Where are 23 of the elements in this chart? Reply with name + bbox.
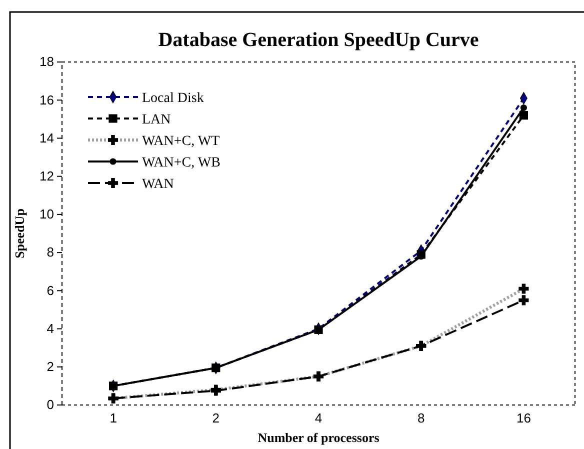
legend-label: WAN [142,177,174,192]
legend-label: WAN+C, WB [142,156,220,170]
legend-label: Local Disk [142,91,204,106]
y-tick-label: 4 [46,320,54,336]
x-tick-label: 16 [516,410,531,426]
y-tick-label: 8 [46,244,54,260]
chart-title: Database Generation SpeedUp Curve [158,29,479,51]
x-tick-label: 4 [314,410,322,426]
y-tick-label: 14 [40,130,54,146]
legend-label: WAN+C, WT [142,134,220,149]
x-tick-label: 8 [417,410,425,426]
x-tick-label: 2 [212,410,220,426]
y-tick-label: 0 [46,397,54,412]
y-tick-label: 6 [46,282,54,298]
y-tick-label: 10 [40,206,54,222]
legend-label: LAN [142,112,171,128]
x-axis-title: Number of processors [258,430,380,445]
y-tick-label: 12 [40,168,54,184]
y-tick-label: 16 [40,92,54,108]
y-tick-label: 18 [40,54,54,70]
x-tick-label: 1 [110,410,117,426]
y-axis-title: SpeedUp [12,208,27,258]
y-tick-label: 2 [46,359,54,374]
